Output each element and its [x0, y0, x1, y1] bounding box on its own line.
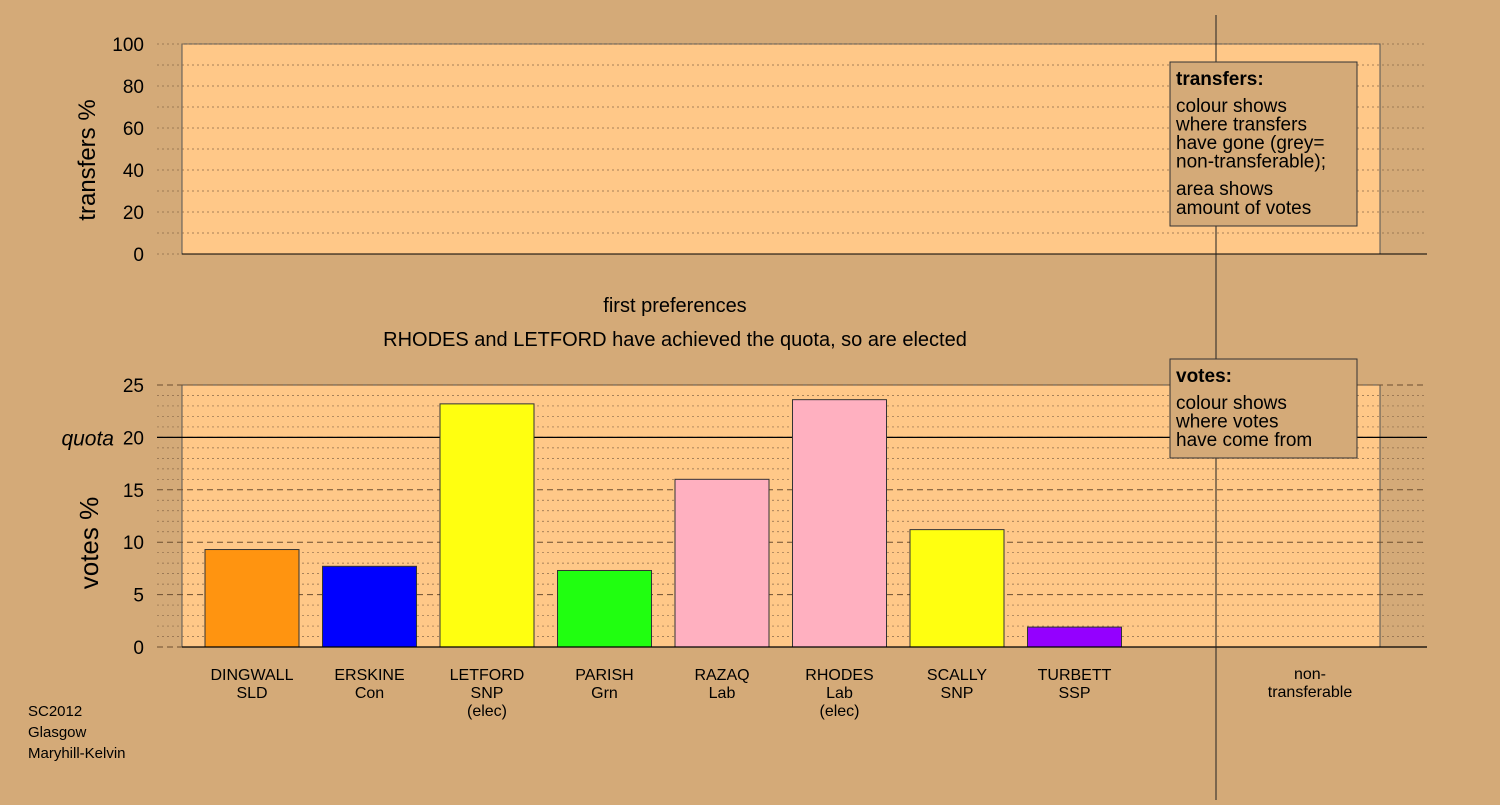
transfers-y-axis-label: transfers %: [74, 99, 101, 220]
x-tick-label-name: RHODES: [805, 667, 873, 684]
x-tick-label-note: (elec): [467, 703, 507, 720]
x-tick-label-party: Lab: [826, 685, 853, 702]
x-tick-label-party: SNP: [471, 685, 504, 702]
votes-legend-box: [1169, 358, 1358, 459]
x-tick-label-party: Con: [355, 685, 384, 702]
votes-y-tick: 20: [123, 428, 144, 449]
votes-y-tick: 15: [123, 481, 144, 502]
transfers-y-tick: 60: [123, 119, 144, 140]
bar-dingwall: [204, 549, 300, 648]
votes-y-tick: 5: [133, 586, 144, 607]
transfers-y-tick: 80: [123, 77, 144, 98]
x-tick-label-party: Lab: [709, 685, 736, 702]
transfers-y-tick: 40: [123, 161, 144, 182]
x-tick-label-name: LETFORD: [450, 667, 525, 684]
x-tick-label-name: ERSKINE: [334, 667, 404, 684]
x-tick-label-name: PARISH: [575, 667, 633, 684]
status-text: RHODES and LETFORD have achieved the quo…: [383, 329, 967, 351]
x-tick-label-name: DINGWALL: [211, 667, 294, 684]
bar-rhodes: [792, 399, 887, 648]
bar-erskine: [322, 565, 417, 648]
bar-scally: [909, 529, 1005, 648]
bar-parish: [557, 569, 652, 648]
transfers-legend-title: transfers:: [1176, 69, 1264, 90]
votes-y-tick: 25: [123, 376, 144, 397]
x-tick-label-party: SNP: [941, 685, 974, 702]
x-tick-label-non-transferable: transferable: [1268, 684, 1353, 701]
footer-text: Maryhill-Kelvin: [28, 745, 126, 762]
transfers-legend-line: non-transferable);: [1176, 152, 1326, 173]
quota-label: quota: [61, 427, 114, 450]
votes-y-tick: 10: [123, 533, 144, 554]
x-tick-label-party: SLD: [236, 685, 267, 702]
transfers-y-tick: 100: [112, 35, 144, 56]
x-tick-label-note: (elec): [819, 703, 859, 720]
votes-y-tick: 0: [133, 638, 144, 659]
transfers-legend-line: area shows: [1176, 179, 1273, 200]
x-tick-label-party: Grn: [591, 685, 618, 702]
transfers-legend-line: colour shows: [1176, 96, 1287, 117]
votes-legend-line: colour shows: [1176, 393, 1287, 414]
x-tick-label-non-transferable: non-: [1294, 666, 1326, 683]
bar-razaq: [674, 478, 770, 648]
x-tick-label-name: SCALLY: [927, 667, 988, 684]
votes-legend-title: votes:: [1176, 366, 1232, 387]
transfers-y-tick: 20: [123, 203, 144, 224]
votes-legend-line: have come from: [1176, 430, 1312, 451]
footer-text: SC2012: [28, 703, 82, 720]
transfers-legend-line: amount of votes: [1176, 198, 1311, 219]
transfers-y-tick: 0: [133, 245, 144, 266]
bar-turbett: [1027, 626, 1122, 648]
transfers-legend-line: where transfers: [1175, 115, 1307, 136]
bar-letford: [439, 403, 535, 648]
footer-text: Glasgow: [28, 724, 87, 741]
transfers-legend-box: [1169, 61, 1358, 227]
x-tick-label-party: SSP: [1058, 685, 1090, 702]
votes-y-axis-label: votes %: [74, 497, 104, 590]
votes-legend-line: where votes: [1175, 412, 1278, 433]
transfers-legend-line: have gone (grey=: [1176, 133, 1324, 154]
x-tick-label-name: RAZAQ: [694, 667, 749, 684]
x-tick-label-name: TURBETT: [1038, 667, 1112, 684]
stage-title: first preferences: [603, 295, 746, 317]
